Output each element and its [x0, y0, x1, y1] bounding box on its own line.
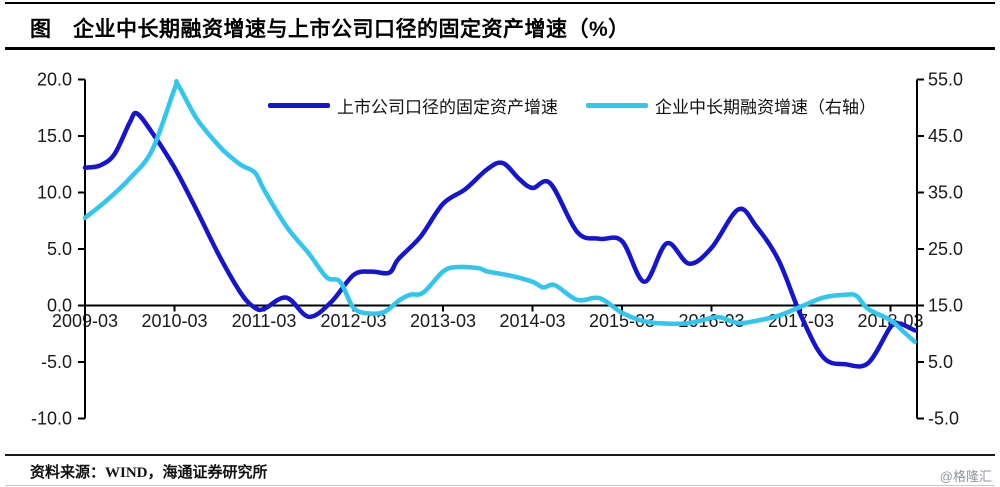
footer-divider	[5, 454, 995, 456]
legend-label-financing: 企业中长期融资增速（右轴）	[655, 98, 876, 117]
x-axis-tick-label: 2014-03	[499, 311, 565, 331]
title-divider	[5, 47, 995, 50]
series-line-fixed-asset	[82, 110, 917, 369]
right-axis-tick-label: 45.0	[928, 126, 963, 146]
left-axis-tick-label: -5.0	[41, 352, 72, 372]
left-axis-tick-label: 5.0	[47, 239, 72, 259]
left-axis-tick-label: -10.0	[31, 409, 72, 429]
x-axis-tick-label: 2012-03	[320, 311, 386, 331]
right-axis-tick-label: -5.0	[928, 409, 959, 429]
x-axis-tick-label: 2013-03	[410, 311, 476, 331]
series-line-financing	[82, 78, 917, 344]
left-axis-tick-label: 0.0	[47, 296, 72, 316]
legend-item-financing: 企业中长期融资增速（右轴）	[586, 93, 876, 118]
right-axis-tick-label: 55.0	[928, 70, 963, 90]
left-axis-tick-label: 10.0	[37, 183, 72, 203]
bottom-divider	[5, 485, 995, 486]
legend-item-fixed-asset: 上市公司口径的固定资产增速	[268, 93, 558, 118]
right-axis-tick-label: 25.0	[928, 239, 963, 259]
x-axis-tick-label: 2015-03	[589, 311, 655, 331]
x-axis-tick-label: 2011-03	[232, 311, 297, 331]
legend-line-sample-dark-blue	[268, 103, 330, 108]
x-axis-tick-label: 2016-03	[678, 311, 744, 331]
right-axis-tick-label: 35.0	[928, 183, 963, 203]
chart-title: 图 企业中长期融资增速与上市公司口径的固定资产增速（%）	[30, 18, 630, 41]
watermark-gelonghui: @格隆汇	[939, 469, 992, 484]
legend-line-sample-cyan	[586, 103, 648, 108]
right-axis-tick-label: 5.0	[928, 352, 953, 372]
top-divider	[5, 2, 995, 4]
x-axis-tick-label: 2010-03	[141, 311, 207, 331]
data-source-note: 资料来源：WIND，海通证券研究所	[30, 465, 268, 481]
legend-label-fixed-asset: 上市公司口径的固定资产增速	[337, 98, 558, 117]
right-axis-tick-label: 15.0	[928, 296, 963, 316]
left-axis-tick-label: 15.0	[37, 126, 72, 146]
left-axis-tick-label: 20.0	[37, 70, 72, 90]
